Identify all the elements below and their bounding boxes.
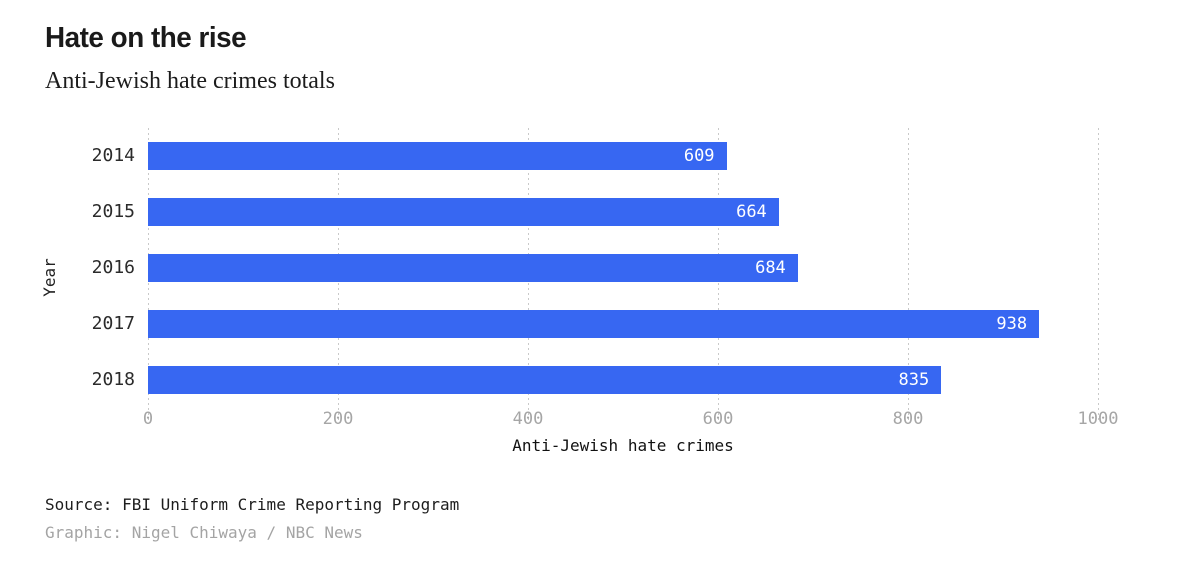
bar-value-label: 835 bbox=[898, 370, 930, 390]
bar: 835 bbox=[148, 366, 942, 394]
chart-title: Hate on the rise bbox=[45, 22, 247, 54]
gridline bbox=[1098, 128, 1099, 420]
plot-area: 609 664 684 938 835 bbox=[148, 128, 1099, 420]
x-tick-label: 400 bbox=[512, 409, 544, 429]
y-tick-label: 2015 bbox=[91, 201, 135, 222]
x-tick-label: 0 bbox=[142, 409, 154, 429]
bar-value-label: 664 bbox=[736, 202, 767, 222]
bar-row: 609 bbox=[148, 128, 1098, 184]
gridline bbox=[908, 128, 909, 420]
bar: 664 bbox=[148, 198, 779, 226]
y-axis-labels: 2014 2015 2016 2017 2018 bbox=[0, 128, 135, 408]
x-axis-labels: 0 200 400 600 800 1000 bbox=[143, 409, 1119, 431]
bar-value-label: 938 bbox=[996, 314, 1028, 334]
bar-row: 664 bbox=[148, 184, 1098, 240]
bar: 609 bbox=[148, 142, 727, 170]
y-tick-label: 2018 bbox=[91, 369, 135, 390]
y-tick-label: 2016 bbox=[91, 257, 135, 278]
x-axis-title: Anti-Jewish hate crimes bbox=[512, 436, 734, 455]
bar-row: 835 bbox=[148, 352, 1098, 408]
bar-row: 938 bbox=[148, 296, 1098, 352]
chart-subtitle: Anti-Jewish hate crimes totals bbox=[45, 68, 335, 94]
y-tick-label: 2017 bbox=[91, 313, 135, 334]
bar: 684 bbox=[148, 254, 798, 282]
credit-text: Graphic: Nigel Chiwaya / NBC News bbox=[45, 523, 363, 542]
x-tick-label: 200 bbox=[322, 409, 354, 429]
x-tick-label: 600 bbox=[702, 409, 734, 429]
y-tick-label: 2014 bbox=[91, 145, 135, 166]
bar: 938 bbox=[148, 310, 1040, 338]
x-tick-label: 800 bbox=[892, 409, 924, 429]
bar-value-label: 684 bbox=[755, 258, 786, 278]
source-text: Source: FBI Uniform Crime Reporting Prog… bbox=[45, 495, 460, 514]
x-tick-label: 1000 bbox=[1077, 409, 1119, 429]
bar-chart: Hate on the rise Anti-Jewish hate crimes… bbox=[0, 22, 1119, 455]
bar-row: 684 bbox=[148, 240, 1098, 296]
bar-value-label: 609 bbox=[683, 146, 715, 166]
